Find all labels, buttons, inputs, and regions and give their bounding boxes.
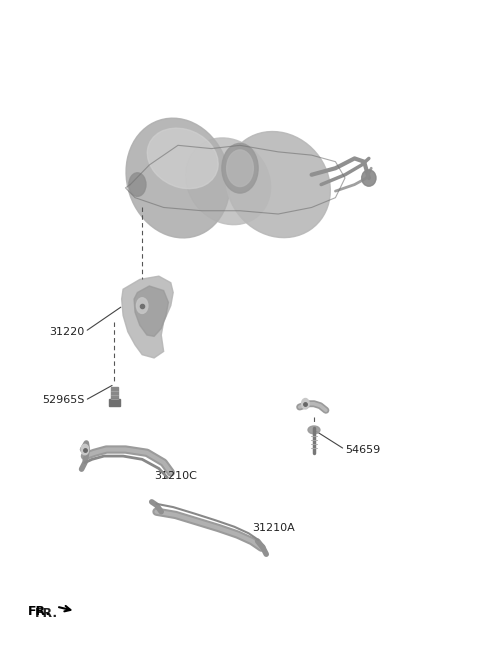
Ellipse shape [362,170,376,186]
Ellipse shape [186,138,271,225]
Circle shape [81,444,89,455]
Circle shape [136,298,148,313]
Text: FR.: FR. [35,606,58,620]
FancyBboxPatch shape [111,388,118,402]
Polygon shape [134,286,168,336]
Polygon shape [121,276,173,358]
Circle shape [222,143,258,193]
FancyBboxPatch shape [109,399,120,406]
Text: 54659: 54659 [345,445,380,455]
Text: 52965S: 52965S [43,396,85,405]
Ellipse shape [147,128,218,189]
Ellipse shape [308,426,320,434]
Text: FR.: FR. [28,604,51,618]
Ellipse shape [226,131,330,238]
Circle shape [227,150,253,187]
Text: 31210A: 31210A [252,523,295,533]
Circle shape [301,399,309,409]
Text: 31220: 31220 [49,327,85,337]
Text: 31210C: 31210C [154,470,197,481]
Circle shape [129,173,146,196]
Ellipse shape [126,118,230,238]
